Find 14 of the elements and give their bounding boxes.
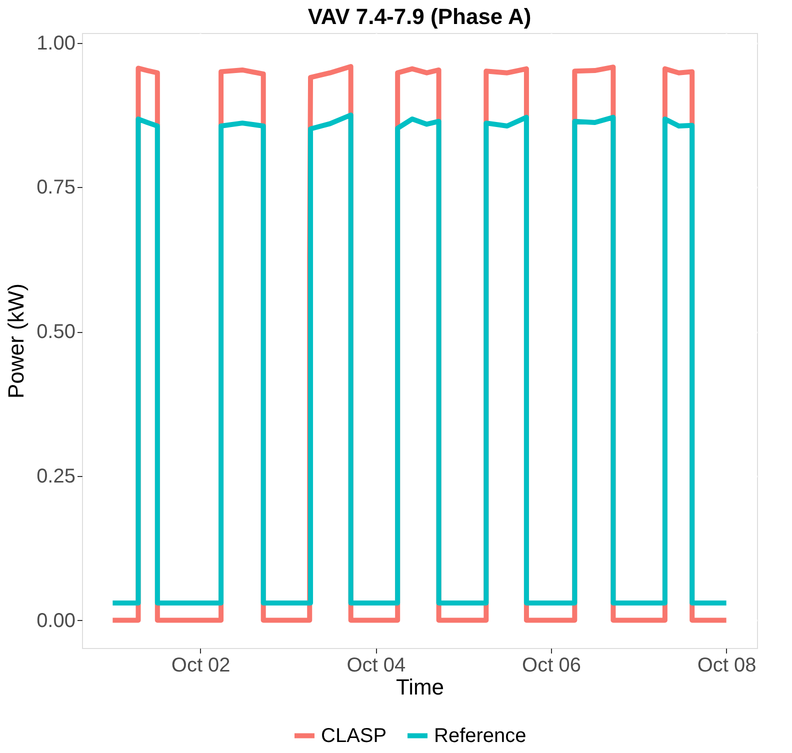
legend-label: Reference — [434, 724, 526, 747]
chart-title: VAV 7.4-7.9 (Phase A) — [308, 4, 532, 29]
legend-label: CLASP — [321, 724, 387, 747]
y-tick-label: 0.00 — [36, 610, 76, 632]
x-tick-label: Oct 06 — [522, 654, 581, 676]
x-tick-label: Oct 08 — [697, 654, 756, 676]
y-tick-label: 0.50 — [36, 321, 76, 344]
x-axis-title: Time — [396, 674, 444, 700]
x-tick-label: Oct 02 — [171, 654, 230, 676]
y-tick-label: 0.25 — [36, 465, 76, 488]
x-tick-label: Oct 04 — [346, 654, 406, 676]
y-tick-label: 1.00 — [36, 32, 76, 54]
y-tick-label: 0.75 — [36, 176, 76, 199]
y-axis-title: Power (kW) — [4, 284, 29, 398]
